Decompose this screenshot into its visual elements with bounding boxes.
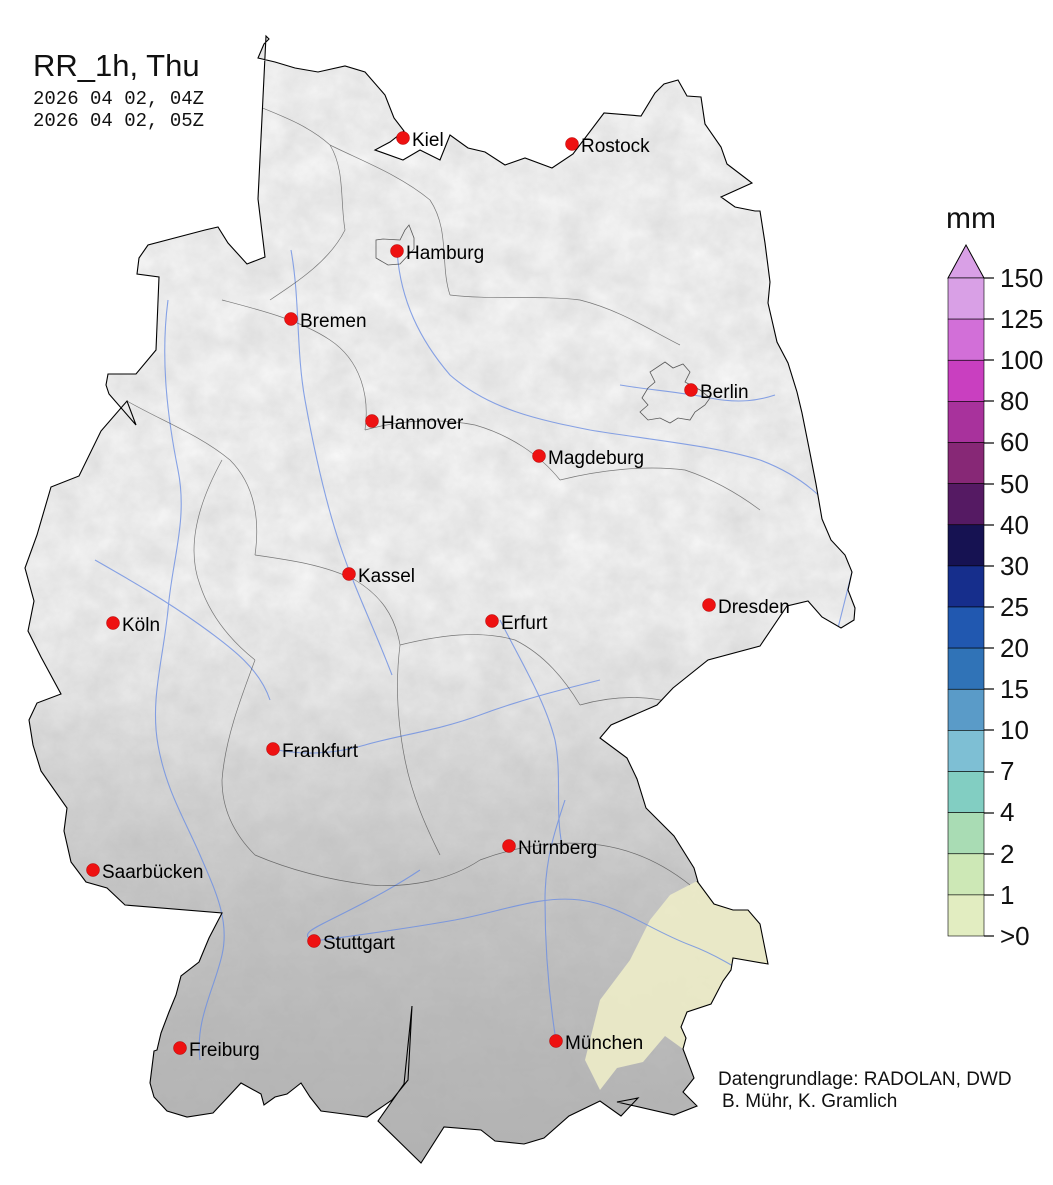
svg-text:50: 50 [1000,469,1029,499]
svg-text:Berlin: Berlin [700,382,749,403]
svg-text:2026 04 02, 04Z: 2026 04 02, 04Z [33,88,204,110]
svg-text:Datengrundlage: RADOLAN, DWD: Datengrundlage: RADOLAN, DWD [718,1069,1012,1090]
svg-text:Nürnberg: Nürnberg [518,838,597,859]
svg-text:Stuttgart: Stuttgart [323,933,396,954]
svg-text:10: 10 [1000,715,1029,745]
svg-text:Magdeburg: Magdeburg [548,448,644,469]
svg-text:80: 80 [1000,386,1029,416]
svg-text:RR_1h, Thu: RR_1h, Thu [33,48,200,83]
svg-text:Saarbücken: Saarbücken [102,862,203,883]
svg-text:Kiel: Kiel [412,130,444,151]
svg-text:Frankfurt: Frankfurt [282,741,359,762]
svg-text:mm: mm [946,202,996,235]
svg-text:30: 30 [1000,551,1029,581]
svg-text:125: 125 [1000,304,1043,334]
svg-text:20: 20 [1000,633,1029,663]
svg-text:Hamburg: Hamburg [406,243,484,264]
svg-text:15: 15 [1000,674,1029,704]
svg-text:B. Mühr, K. Gramlich: B. Mühr, K. Gramlich [722,1091,897,1112]
svg-text:Freiburg: Freiburg [189,1040,260,1061]
svg-text:1: 1 [1000,880,1014,910]
svg-text:4: 4 [1000,797,1014,827]
svg-text:Kassel: Kassel [358,566,415,587]
svg-text:25: 25 [1000,592,1029,622]
svg-text:Bremen: Bremen [300,311,367,332]
svg-text:Dresden: Dresden [718,597,790,618]
svg-text:40: 40 [1000,510,1029,540]
svg-text:>0: >0 [1000,921,1030,951]
svg-text:Erfurt: Erfurt [501,613,548,634]
svg-text:Köln: Köln [122,615,160,636]
svg-text:2: 2 [1000,839,1014,869]
svg-text:2026 04 02, 05Z: 2026 04 02, 05Z [33,110,204,132]
svg-text:Rostock: Rostock [581,136,650,157]
svg-text:60: 60 [1000,427,1029,457]
svg-text:München: München [565,1033,643,1054]
svg-text:7: 7 [1000,756,1014,786]
svg-text:Hannover: Hannover [381,413,464,434]
svg-text:100: 100 [1000,345,1043,375]
svg-text:150: 150 [1000,263,1043,293]
